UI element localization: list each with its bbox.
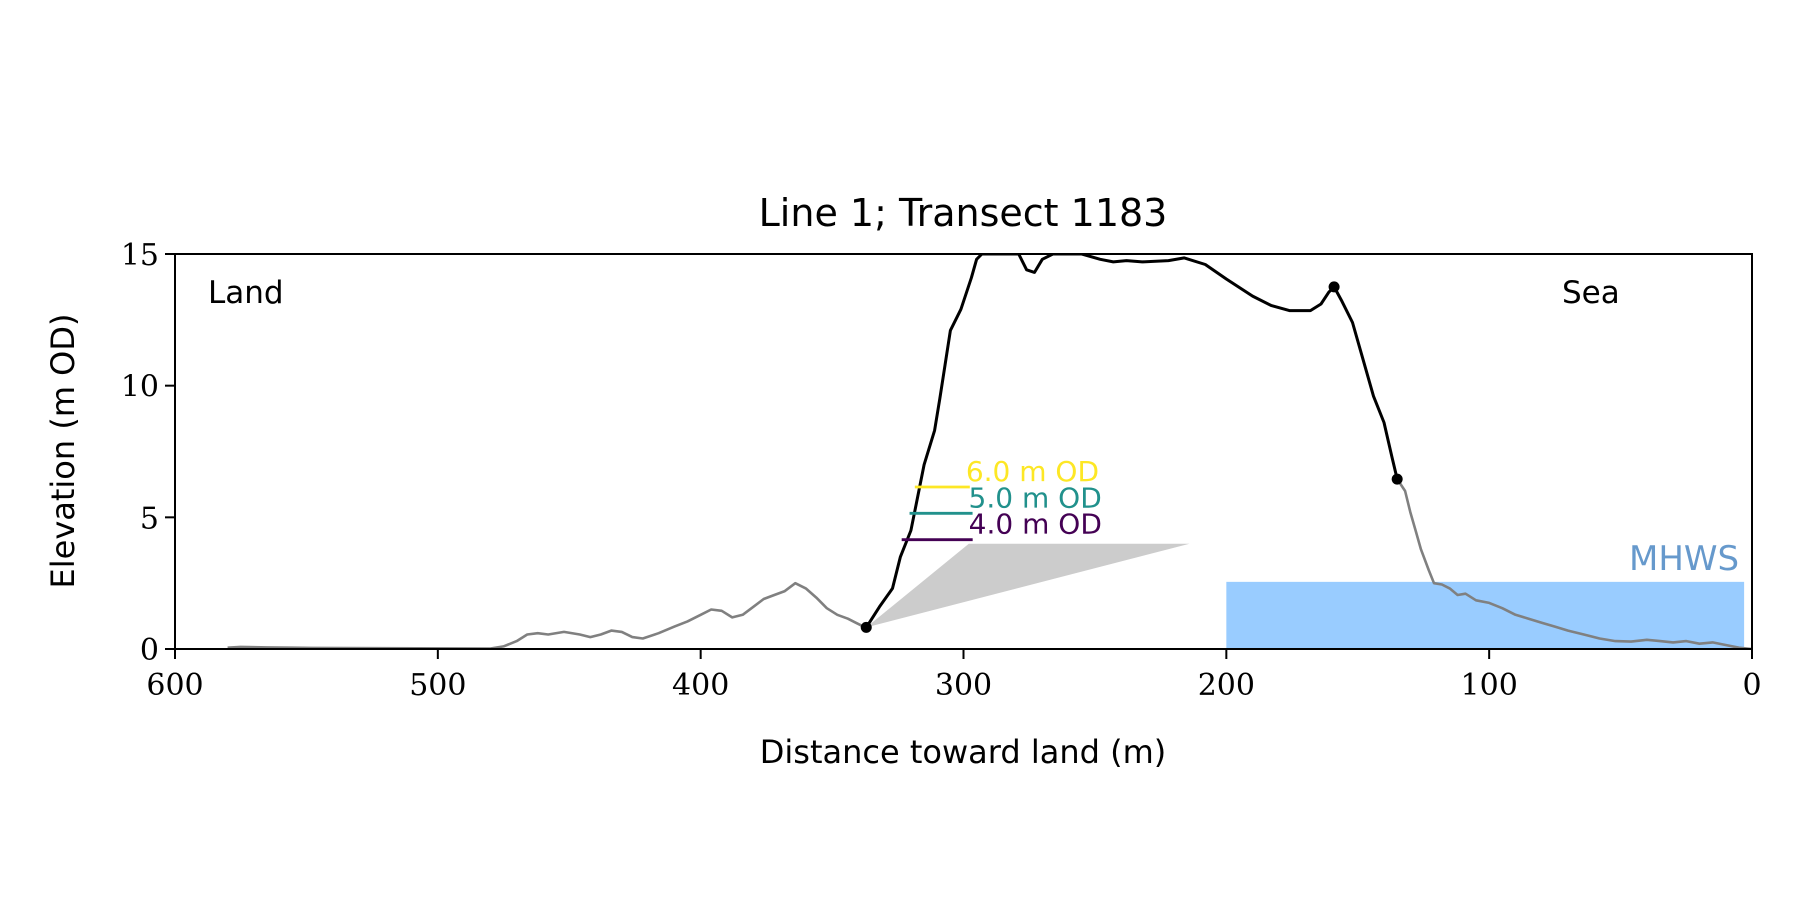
y-tick-label-10: 10 xyxy=(121,370,159,405)
x-tick-label-400: 400 xyxy=(672,668,729,703)
y-axis-label: Elevation (m OD) xyxy=(44,314,82,589)
profile-layer xyxy=(227,254,1800,649)
land-label: Land xyxy=(208,275,284,311)
fill-layer xyxy=(866,491,1745,649)
x-tick-label-300: 300 xyxy=(935,668,992,703)
offshore-profile xyxy=(1778,646,1800,649)
mhws-area xyxy=(1226,581,1745,649)
y-tick-label-0: 0 xyxy=(140,633,159,668)
x-tick-label-100: 100 xyxy=(1461,668,1518,703)
y-tick-label-15: 15 xyxy=(121,238,159,273)
y-tick-label-5: 5 xyxy=(140,501,159,536)
ground-profile-west xyxy=(227,581,867,649)
level-label-4: 4.0 m OD xyxy=(969,508,1102,541)
x-tick-label-500: 500 xyxy=(409,668,466,703)
x-axis-label: Distance toward land (m) xyxy=(760,733,1166,771)
profile-marker-2 xyxy=(1391,473,1403,485)
overlay-layer: 6.0 m OD5.0 m OD4.0 m OD MHWS xyxy=(901,455,1739,579)
x-tick-label-200: 200 xyxy=(1198,668,1255,703)
chart-title: Line 1; Transect 1183 xyxy=(759,191,1168,235)
x-tick-label-600: 600 xyxy=(146,668,203,703)
level-label-6: 6.0 m OD xyxy=(966,455,1099,488)
mhws-label: MHWS xyxy=(1629,539,1739,579)
profile-marker-1 xyxy=(1328,281,1340,293)
sea-label: Sea xyxy=(1562,275,1620,311)
ground-profile-east xyxy=(1396,478,1752,649)
plot-area xyxy=(227,254,1800,649)
x-tick-label-0: 0 xyxy=(1742,668,1761,703)
level-label-5: 5.0 m OD xyxy=(969,481,1102,514)
axes: 600 500 400 300 200 100 0 0 5 10 15 xyxy=(121,238,1762,703)
base-area xyxy=(866,543,1190,628)
profile-marker-0 xyxy=(860,621,872,633)
